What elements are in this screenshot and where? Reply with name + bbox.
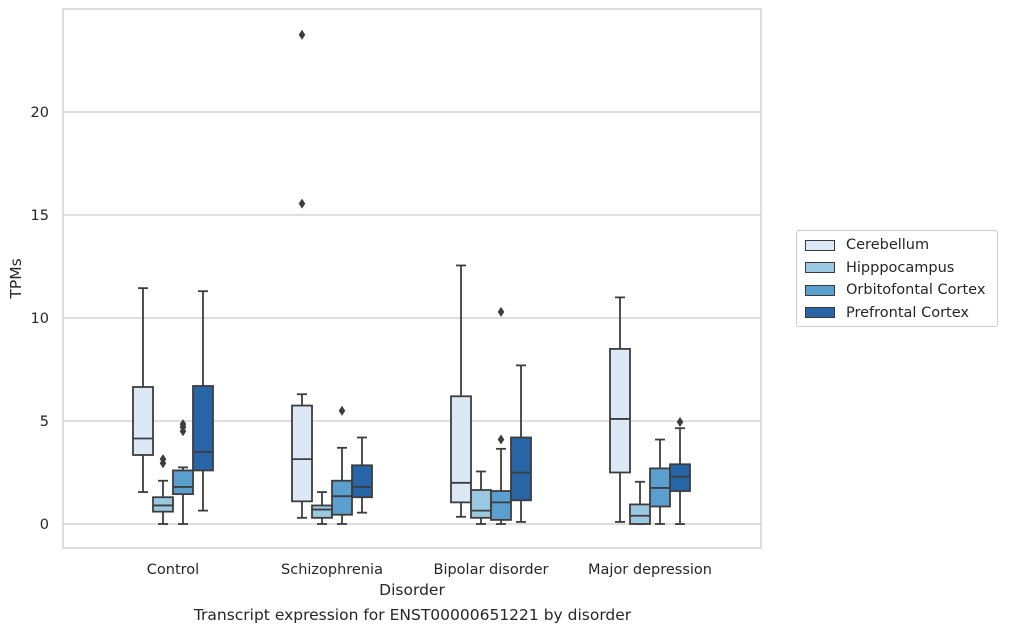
grid-lines [63,111,761,525]
box-major-depression-hipppocampus [629,480,651,525]
iqr-box [669,463,691,492]
legend-label-hippocampus: Hipppocampus [846,259,955,276]
iqr-box [152,496,174,513]
box-control-prefrontal-cortex [192,290,214,512]
x-tick-label-bipolar-disorder: Bipolar disorder [434,562,549,578]
box-bipolar-disorder-orbitofontal-cortex [490,306,512,525]
box-major-depression-orbitofontal-cortex [649,438,671,525]
y-axis-title: TPMs [7,258,25,299]
iqr-box [192,385,214,472]
y-tick-label-10: 10 [31,311,49,327]
box-bipolar-disorder-cerebellum [450,264,472,518]
box-schizophrenia-orbitofontal-cortex [331,405,353,525]
box-control-hipppocampus [152,454,174,525]
iqr-box [331,479,353,516]
legend-swatch-cerebellum [805,239,835,251]
box-schizophrenia-prefrontal-cortex [351,436,373,514]
iqr-box [450,395,472,504]
box-schizophrenia-hipppocampus [311,491,333,525]
y-tick-label-0: 0 [40,517,49,533]
y-tick-label-5: 5 [40,414,49,430]
legend-label-orbitofrontal-cortex: Orbitofontal Cortex [846,282,986,299]
box-control-orbitofontal-cortex [172,419,194,525]
iqr-box [629,503,651,525]
outlier-point [676,417,684,428]
box-schizophrenia-cerebellum [291,29,313,519]
y-tick-label-20: 20 [31,105,49,121]
legend-item-hippocampus: Hipppocampus [797,257,997,280]
outlier-point [298,29,306,40]
x-tick-label-schizophrenia: Schizophrenia [281,562,383,578]
iqr-box [291,404,313,503]
legend-swatch-orbitofrontal-cortex [805,284,835,296]
box-control-cerebellum [132,287,154,493]
box-major-depression-cerebellum [609,296,631,523]
legend-swatch-prefrontal-cortex [805,307,835,319]
box-bipolar-disorder-prefrontal-cortex [510,364,532,523]
legend-item-orbitofrontal-cortex: Orbitofontal Cortex [797,279,997,302]
legend-item-cerebellum: Cerebellum [797,234,997,257]
outlier-point [338,405,346,416]
iqr-box [609,347,631,474]
iqr-box [490,490,512,521]
x-tick-label-major-depression: Major depression [588,562,712,578]
y-tick-labels: 0 5 10 15 20 [31,105,49,533]
iqr-box [470,489,492,519]
legend: Cerebellum Hipppocampus Orbitofontal Cor… [796,230,998,327]
x-axis-title: Disorder [379,581,445,599]
outlier-point [497,434,505,445]
legend-item-prefrontal-cortex: Prefrontal Cortex [797,302,997,325]
outlier-point [159,454,167,465]
box-major-depression-prefrontal-cortex [669,417,691,525]
chart-caption: Transcript expression for ENST0000065122… [193,606,632,624]
legend-swatch-hippocampus [805,262,835,274]
x-tick-label-control: Control [147,562,199,578]
iqr-box [510,436,532,502]
iqr-box [172,469,194,496]
legend-label-prefrontal-cortex: Prefrontal Cortex [846,304,969,321]
iqr-box [132,386,154,456]
iqr-box [311,504,333,519]
outlier-point [497,306,505,317]
box-groups [132,29,691,525]
box-bipolar-disorder-hipppocampus [470,470,492,525]
x-tick-labels: Control Schizophrenia Bipolar disorder Majo… [147,562,712,578]
y-tick-label-15: 15 [31,208,49,224]
legend-label-cerebellum: Cerebellum [846,237,930,254]
iqr-box [351,464,373,499]
outlier-point [179,419,187,430]
outlier-point [298,198,306,209]
plot-frame [62,8,762,549]
